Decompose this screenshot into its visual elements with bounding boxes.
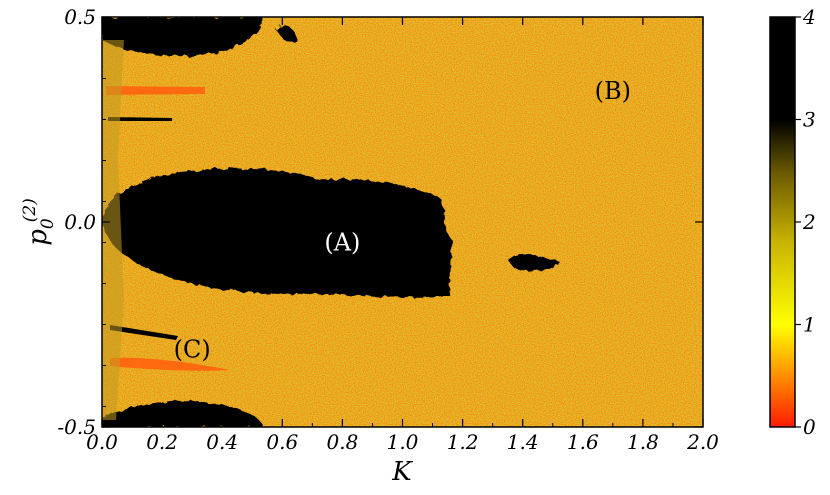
plot-area: (A) (B) (C) xyxy=(102,17,703,427)
x-tick-label: 0.2 xyxy=(146,430,178,454)
black-streak-upper xyxy=(108,117,172,121)
x-tick-label: 0.6 xyxy=(266,430,298,454)
heatmap-black-regions xyxy=(102,17,560,427)
y-axis-title: p0(2) xyxy=(20,198,58,246)
x-tick-label: 1.6 xyxy=(567,430,599,454)
x-tick-label: 1.8 xyxy=(627,430,659,454)
annotations: (A) (B) (C) xyxy=(174,77,631,363)
x-tick-label: 0.0 xyxy=(86,430,118,454)
x-tick-label: 2.0 xyxy=(686,430,719,454)
y-axis-ticks: -0.5 0.0 0.5 xyxy=(57,5,703,439)
black-streak-lower xyxy=(110,325,178,340)
y-tick-label: 0.0 xyxy=(64,210,96,234)
colorbar-ticks: 0 1 2 3 4 xyxy=(795,5,816,439)
colorbar-tick-label: 3 xyxy=(803,108,816,132)
region-label: (C) xyxy=(174,335,211,363)
colorbar-tick-label: 1 xyxy=(803,313,816,337)
x-tick-label: 1.0 xyxy=(387,430,419,454)
orange-streak-lower xyxy=(110,357,230,371)
colorbar-tick-label: 0 xyxy=(803,415,816,439)
bottom-black-blob xyxy=(102,401,264,427)
top-small-blob xyxy=(276,25,297,43)
y-tick-label: 0.5 xyxy=(64,5,96,29)
x-tick-label: 0.4 xyxy=(206,430,238,454)
top-black-blob xyxy=(102,17,262,57)
x-tick-label: 1.2 xyxy=(447,430,479,454)
x-axis-ticks: 0.0 0.2 0.4 0.6 0.8 1.0 1.2 1.4 1.6 1.8 2.0 xyxy=(86,17,719,454)
region-a-black xyxy=(102,168,452,298)
orange-streak-upper xyxy=(106,86,205,95)
x-axis-title: K xyxy=(391,457,413,487)
colorbar xyxy=(769,16,796,428)
colorbar-tick-label: 4 xyxy=(802,5,816,29)
x-tick-label: 1.4 xyxy=(507,430,539,454)
x-tick-label: 0.8 xyxy=(326,430,358,454)
svg-text:p0(2): p0(2) xyxy=(20,198,58,246)
region-label: (A) xyxy=(324,229,360,257)
y-tick-label: -0.5 xyxy=(57,415,96,439)
y-axis-title-sup: (2) xyxy=(20,198,40,222)
left-edge-band xyxy=(102,40,124,420)
left-streaks xyxy=(102,40,230,420)
small-island xyxy=(508,254,560,272)
y-axis-title-main: p xyxy=(23,229,53,246)
region-label: (B) xyxy=(595,77,631,105)
y-axis-title-sub: 0 xyxy=(38,218,58,229)
colorbar-tick-label: 2 xyxy=(802,210,816,234)
